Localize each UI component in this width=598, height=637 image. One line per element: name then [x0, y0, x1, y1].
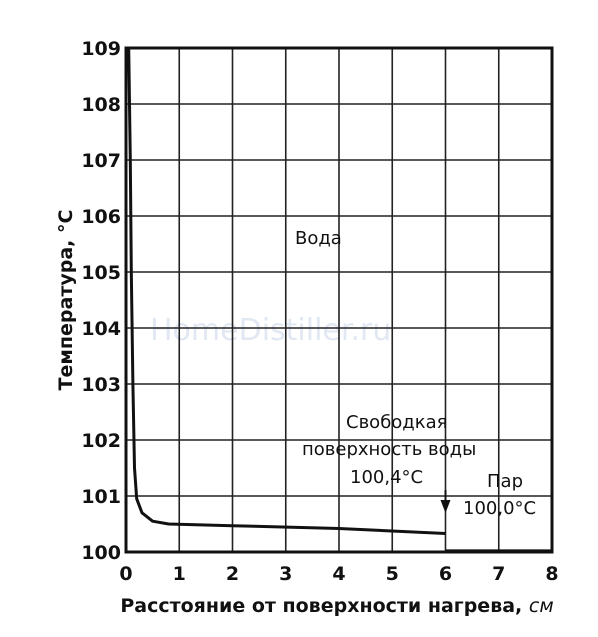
annotation-water: Вода — [295, 228, 342, 249]
plot-frame — [124, 46, 554, 554]
x-axis-label-unit: см — [529, 595, 554, 617]
grid — [126, 48, 552, 552]
y-axis-label: Температура, °С — [55, 210, 77, 391]
series-line-1 — [127, 47, 446, 535]
y-tick-label: 106 — [81, 206, 121, 228]
x-tick-label: 1 — [173, 563, 186, 585]
y-tick-label: 103 — [81, 374, 121, 396]
annotation-steam-temp: 100,0°С — [463, 498, 536, 519]
y-tick-label: 102 — [81, 430, 121, 452]
y-tick-label: 104 — [81, 318, 121, 340]
y-tick-label: 100 — [81, 542, 121, 564]
x-tick-label: 2 — [226, 563, 239, 585]
x-tick-label: 5 — [386, 563, 399, 585]
y-tick-label: 108 — [81, 94, 121, 116]
x-tick-label: 7 — [492, 563, 505, 585]
x-tick-label: 8 — [545, 563, 558, 585]
annotation-surface-temp: 100,4°С — [350, 467, 423, 488]
y-tick-label: 105 — [81, 262, 121, 284]
x-axis-label: Расстояние от поверхности нагрева, см — [120, 595, 553, 617]
x-tick-label: 6 — [439, 563, 452, 585]
x-tick-label: 4 — [332, 563, 345, 585]
x-tick-labels: 0 1 2 3 4 5 6 7 8 — [119, 563, 558, 585]
y-tick-label: 101 — [81, 486, 121, 508]
arrow-head — [440, 500, 451, 513]
y-tick-label: 107 — [81, 150, 121, 172]
y-tick-label: 109 — [81, 38, 121, 60]
x-tick-label: 3 — [279, 563, 292, 585]
annotation-surface-line2: поверхность воды — [302, 439, 476, 460]
series-group — [127, 47, 552, 553]
x-tick-label: 0 — [119, 563, 132, 585]
x-axis-label-main: Расстояние от поверхности нагрева, — [120, 595, 529, 617]
surface-arrow — [440, 490, 451, 513]
y-tick-labels: 100 101 102 103 104 105 106 107 108 109 — [81, 38, 121, 564]
annotation-surface-line1: Свободкая — [346, 412, 447, 433]
annotation-steam: Пар — [487, 471, 523, 492]
watermark: HomeDistiller.ru — [150, 313, 391, 348]
